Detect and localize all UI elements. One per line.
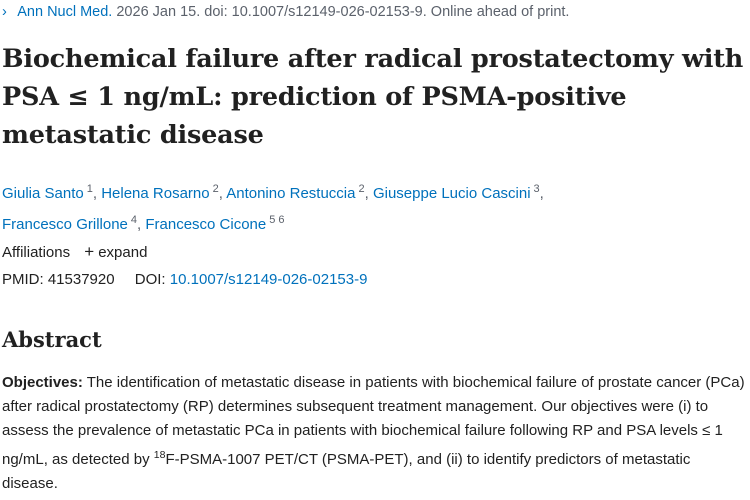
objectives-label: Objectives: [2,374,83,391]
citation-details: 2026 Jan 15. doi: 10.1007/s12149-026-021… [112,4,570,20]
affiliation-ref[interactable]: 5 6 [269,214,285,226]
abstract-objectives: Objectives: The identification of metast… [2,371,748,496]
chevron-right-icon[interactable]: › [2,4,7,20]
citation-line: › Ann Nucl Med. 2026 Jan 15. doi: 10.100… [2,4,569,20]
affiliation-ref[interactable]: 1 [86,183,93,195]
affiliation-ref[interactable]: 3 [533,183,540,195]
article-title: Biochemical failure after radical prosta… [2,44,744,150]
expand-button[interactable]: expand [98,244,148,261]
affiliations-label: Affiliations [2,244,71,261]
isotope-mass: 18 [153,449,166,461]
pmid-label: PMID: [2,271,44,288]
affiliation-ref[interactable]: 2 [358,183,365,195]
abstract-heading: Abstract [2,327,102,352]
affiliations-toggle[interactable]: Affiliations + expand [2,242,147,262]
pmid-value: 41537920 [47,271,115,288]
plus-icon[interactable]: + [84,242,95,261]
author-link[interactable]: Helena Rosarno [101,185,210,202]
author-link[interactable]: Giuseppe Lucio Cascini [372,185,531,202]
journal-link[interactable]: Ann Nucl Med. [17,4,113,20]
article-identifiers: PMID: 41537920 DOI: 10.1007/s12149-026-0… [2,271,367,288]
author-link[interactable]: Antonino Restuccia [226,185,356,202]
author-link[interactable]: Francesco Grillone [2,216,128,233]
authors-list: Giulia Santo 1, Helena Rosarno 2, Antonino… [2,183,544,233]
doi-label: DOI: [134,271,166,288]
author-link[interactable]: Giulia Santo [2,185,84,202]
abstract-text-part2: F-PSMA-1007 PET/CT (PSMA-PET), and (ii) … [2,451,691,492]
abstract-text-part1: The identification of metastatic disease… [2,374,745,468]
affiliation-ref[interactable]: 4 [130,214,138,226]
affiliation-ref[interactable]: 2 [212,183,219,195]
doi-link[interactable]: 10.1007/s12149-026-02153-9 [169,271,368,288]
author-link[interactable]: Francesco Cicone [145,216,267,233]
